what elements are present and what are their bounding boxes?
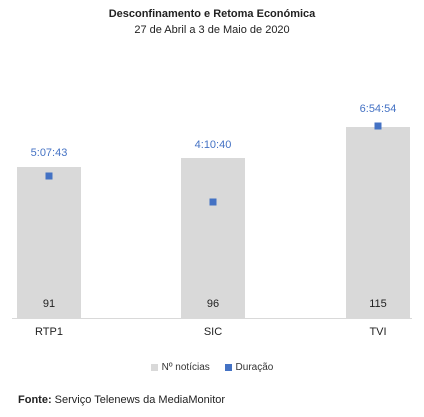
duration-point-tvi bbox=[374, 122, 382, 130]
duration-label-rtp1: 5:07:43 bbox=[31, 147, 68, 159]
chart-subtitle: 27 de Abril a 3 de Maio de 2020 bbox=[134, 24, 290, 36]
chart-title: Desconfinamento e Retoma Económica bbox=[108, 8, 316, 20]
bar-rtp1 bbox=[17, 167, 81, 318]
bar-sic bbox=[181, 158, 245, 318]
source-label: Fonte: bbox=[18, 394, 52, 406]
chart-legend: Nº notícias Duração bbox=[0, 362, 424, 373]
duration-label-sic: 4:10:40 bbox=[195, 139, 232, 151]
source-text: Serviço Telenews da MediaMonitor bbox=[51, 394, 226, 406]
legend-swatch-noticias bbox=[150, 363, 158, 371]
category-label-sic: SIC bbox=[204, 326, 222, 338]
bar-value-label-sic: 96 bbox=[207, 298, 219, 310]
legend-swatch-duracao bbox=[224, 363, 232, 371]
chart-plot-area: 91 5:07:43 RTP1 96 4:10:40 SIC 115 6:54:54 TVI bbox=[12, 103, 412, 338]
category-label-tvi: TVI bbox=[369, 326, 386, 338]
source-note: Fonte: Serviço Telenews da MediaMonitor bbox=[18, 394, 225, 406]
legend-label-duracao: Duração bbox=[235, 362, 274, 373]
legend-item-noticias: Nº notícias bbox=[150, 362, 210, 373]
legend-item-duracao: Duração bbox=[224, 362, 274, 373]
legend-label-noticias: Nº notícias bbox=[161, 362, 210, 373]
bar-value-label-tvi: 115 bbox=[369, 298, 387, 310]
duration-point-sic bbox=[209, 198, 217, 206]
bar-value-label-rtp1: 91 bbox=[43, 298, 55, 310]
category-label-rtp1: RTP1 bbox=[35, 326, 63, 338]
bar-tvi bbox=[346, 127, 410, 318]
duration-point-rtp1 bbox=[45, 172, 53, 180]
duration-label-tvi: 6:54:54 bbox=[360, 103, 397, 115]
